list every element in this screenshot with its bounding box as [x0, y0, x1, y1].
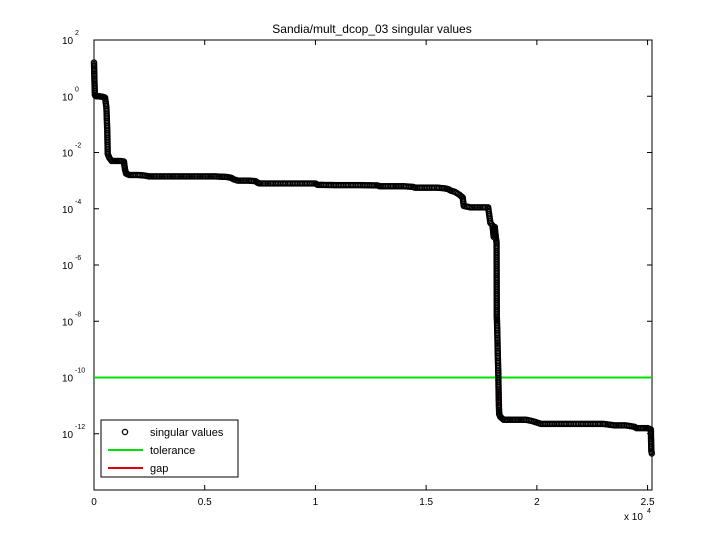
- y-tick-label-base: 10: [62, 374, 74, 385]
- y-tick-label-base: 10: [62, 317, 74, 328]
- y-tick-label-exponent: -10: [75, 368, 85, 375]
- legend-item-singular: singular values: [121, 427, 224, 439]
- x-tick-label: 1.5: [419, 497, 433, 508]
- y-tick-label-base: 10: [62, 92, 74, 103]
- legend-item-tolerance: tolerance: [108, 445, 195, 457]
- y-tick-label-base: 10: [62, 261, 74, 272]
- plot-area: [93, 39, 653, 491]
- legend-item-gap: gap: [108, 463, 168, 475]
- y-tick-label-base: 10: [62, 430, 74, 441]
- singular-values-series: [90, 59, 656, 457]
- chart-title: Sandia/mult_dcop_03 singular values: [272, 22, 471, 36]
- y-tick-label-exponent: -2: [75, 143, 81, 150]
- y-tick-label-exponent: -4: [75, 199, 81, 206]
- legend-label: gap: [150, 463, 168, 475]
- legend-label: singular values: [150, 427, 224, 439]
- legend-label: tolerance: [150, 445, 195, 457]
- y-tick-label-exponent: -8: [75, 311, 81, 318]
- x-axis-ticks: 0 0.5 1 1.5 2 2.5: [91, 40, 655, 508]
- legend: singular values tolerance gap: [100, 419, 239, 478]
- x-tick-label: 1: [313, 497, 319, 508]
- x-tick-label: 2.5: [641, 497, 655, 508]
- x-multiplier-label: x 10 4: [624, 508, 651, 523]
- y-tick-label-exponent: -12: [75, 424, 85, 431]
- legend-marker-circle: [121, 428, 129, 436]
- y-tick-label-base: 10: [62, 205, 74, 216]
- x-tick-label: 0.5: [198, 497, 212, 508]
- singular-value-point: [648, 450, 656, 457]
- series-layer: [90, 59, 656, 457]
- x-multiplier-exponent: 4: [647, 508, 651, 515]
- y-tick-label-base: 10: [62, 149, 74, 160]
- y-tick-label-exponent: 0: [75, 86, 79, 93]
- y-tick-label-exponent: -6: [75, 255, 81, 262]
- x-tick-label: 0: [91, 497, 97, 508]
- y-tick-label-exponent: 2: [75, 30, 79, 37]
- x-tick-label: 2: [534, 497, 540, 508]
- y-tick-label-base: 10: [62, 36, 74, 47]
- x-multiplier-base: x 10: [624, 512, 643, 523]
